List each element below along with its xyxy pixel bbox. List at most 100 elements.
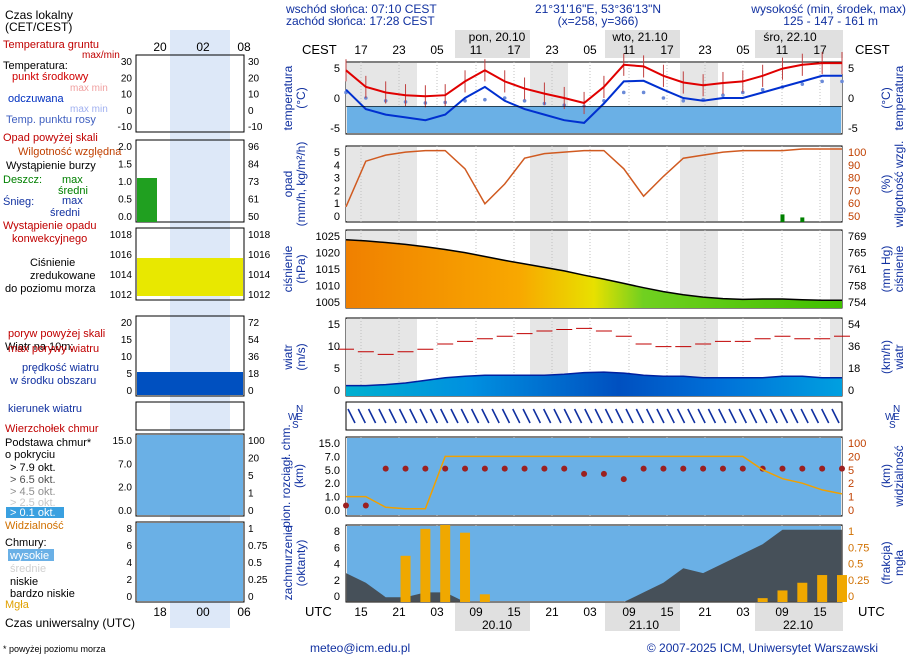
panel-axis-title: (m/s) xyxy=(294,343,308,370)
legend-tick: 72 xyxy=(248,318,260,329)
temp-left-title: temperatura (°C) xyxy=(281,65,308,130)
compass-w2: W xyxy=(288,412,298,423)
top-hour-label: 17 xyxy=(354,43,368,57)
legend-tick: 0 xyxy=(248,506,254,517)
dewpoint-point xyxy=(721,93,725,98)
tick-label: 7.0 xyxy=(325,451,340,463)
legend-tick: 1 xyxy=(248,489,254,500)
legend-tick: 30 xyxy=(248,57,260,68)
panel-axis-title: opad xyxy=(281,171,295,198)
rain-bar xyxy=(780,214,785,222)
temperature-panel xyxy=(344,52,844,135)
legend-tick: 61 xyxy=(248,195,260,206)
legend-cloud-base2: o pokryciu xyxy=(5,449,55,461)
tick-label: 754 xyxy=(848,297,866,309)
legend-wind-speed1: prędkość wiatru xyxy=(22,362,99,374)
bottom-hour-label: 21 xyxy=(545,605,559,619)
low-cloud-area xyxy=(346,529,842,602)
tick-label: 0 xyxy=(848,385,854,397)
legend-snow-max: max xyxy=(62,195,83,207)
dewpoint-point xyxy=(522,98,527,103)
pressure-panel xyxy=(345,229,843,309)
legend-tick: 10 xyxy=(121,352,133,363)
temp-right-ticks: 5 0 -5 xyxy=(848,63,858,135)
fog-bar xyxy=(777,590,788,602)
night-band xyxy=(830,231,842,307)
fog-bar xyxy=(479,594,490,602)
wind-arrow xyxy=(790,408,799,424)
tick-label: -5 xyxy=(848,123,858,135)
legend-tick: 1014 xyxy=(248,270,271,281)
wind-arrow xyxy=(759,408,768,424)
dewpoint-point xyxy=(820,79,824,84)
tick-label: -5 xyxy=(330,123,340,135)
panel-axis-title: widzialność xyxy=(892,445,906,507)
tick-label: 1010 xyxy=(316,281,340,293)
tick-label: 4 xyxy=(334,160,340,172)
cloud-top-point xyxy=(819,465,826,472)
legend-pressure1: Ciśnienie xyxy=(30,257,75,269)
legend-tick: 2.0 xyxy=(118,142,132,153)
top-hour-label: 05 xyxy=(736,43,750,57)
panel-axis-title: (hPa) xyxy=(294,254,308,283)
tick-label: 1 xyxy=(848,492,854,504)
cloud-top-point xyxy=(700,465,707,472)
cloud-top-point xyxy=(362,502,369,509)
legend-maxmin1: max min xyxy=(70,83,108,94)
email-link[interactable]: meteo@icm.edu.pl xyxy=(310,641,410,655)
legend-cloud-sample xyxy=(137,435,243,515)
cloud-top-point xyxy=(501,465,508,472)
tick-label: 5 xyxy=(848,63,854,75)
legend-tick: 0.5 xyxy=(248,558,262,569)
wind-arrow xyxy=(831,408,840,424)
legend-ground-maxmin: max/min xyxy=(82,50,120,61)
legend-perceived: odczuwana xyxy=(8,93,65,105)
tick-label: 5 xyxy=(334,63,340,75)
tick-label: 1005 xyxy=(316,297,340,309)
cloud-top-point xyxy=(462,465,469,472)
header: wschód słońca: 07:10 CEST zachód słońca:… xyxy=(285,2,906,28)
temperature-line xyxy=(345,62,842,105)
legend-wind-dir: kierunek wiatru xyxy=(8,403,82,415)
elev-values: 125 - 147 - 161 m xyxy=(783,14,878,28)
legend-clouds: Chmury: xyxy=(5,537,47,549)
footnote: * powyżej poziomu morza xyxy=(3,644,106,654)
legend-temperature: Temperatura: xyxy=(3,60,68,72)
cloud-top-point xyxy=(402,465,409,472)
top-hour-label: 23 xyxy=(545,43,559,57)
legend-tick: 10 xyxy=(121,90,133,101)
legend-okt01: > 0.1 okt. xyxy=(10,507,56,519)
panel-axis-title: (mm/h, kg/m²/h) xyxy=(294,142,308,227)
dewpoint-point xyxy=(483,97,487,102)
cloud-top-point xyxy=(581,470,588,477)
compass-s: S xyxy=(889,420,896,431)
coords-text: 21°31'16"E, 53°36'13"N xyxy=(535,2,661,16)
legend-tick: 0 xyxy=(126,592,132,603)
panel-axis-title: (°C) xyxy=(879,87,893,108)
panel-axis-title: (°C) xyxy=(294,87,308,108)
cloud-top-point xyxy=(561,465,568,472)
legend-high: wysokie xyxy=(9,550,49,562)
wind-arrow xyxy=(707,408,717,424)
wind-arrow xyxy=(645,408,655,424)
panel-axis-title: mgła xyxy=(892,550,906,576)
legend-tick: 2 xyxy=(126,575,132,586)
panel-axis-title: (mm Hg) xyxy=(879,246,893,293)
legend-tick: 1 xyxy=(248,524,254,535)
utc-label-right: UTC xyxy=(858,604,885,619)
legend-tick: 0.75 xyxy=(248,541,268,552)
legend-wind-speed2: w środku obszaru xyxy=(9,375,96,387)
tick-label: 0 xyxy=(334,385,340,397)
legend-gust-above: poryw powyżej skali xyxy=(8,328,105,340)
legend-tick: 5 xyxy=(126,369,132,380)
tick-label: 0 xyxy=(334,211,340,223)
night-band xyxy=(830,319,842,395)
wind-arrow xyxy=(398,408,408,424)
cloud-bg xyxy=(347,438,841,515)
panel-axis-title: pion. rozciągł. chm. xyxy=(279,424,293,527)
legend-mid: średnie xyxy=(10,563,46,575)
legend-box xyxy=(135,54,245,133)
legend-pressure3: do poziomu morza xyxy=(5,283,96,295)
panel-axis-title: wiatr xyxy=(281,344,295,370)
